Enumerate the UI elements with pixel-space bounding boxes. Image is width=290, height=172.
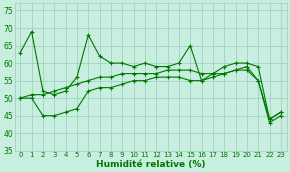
X-axis label: Humidité relative (%): Humidité relative (%) [96,159,205,169]
